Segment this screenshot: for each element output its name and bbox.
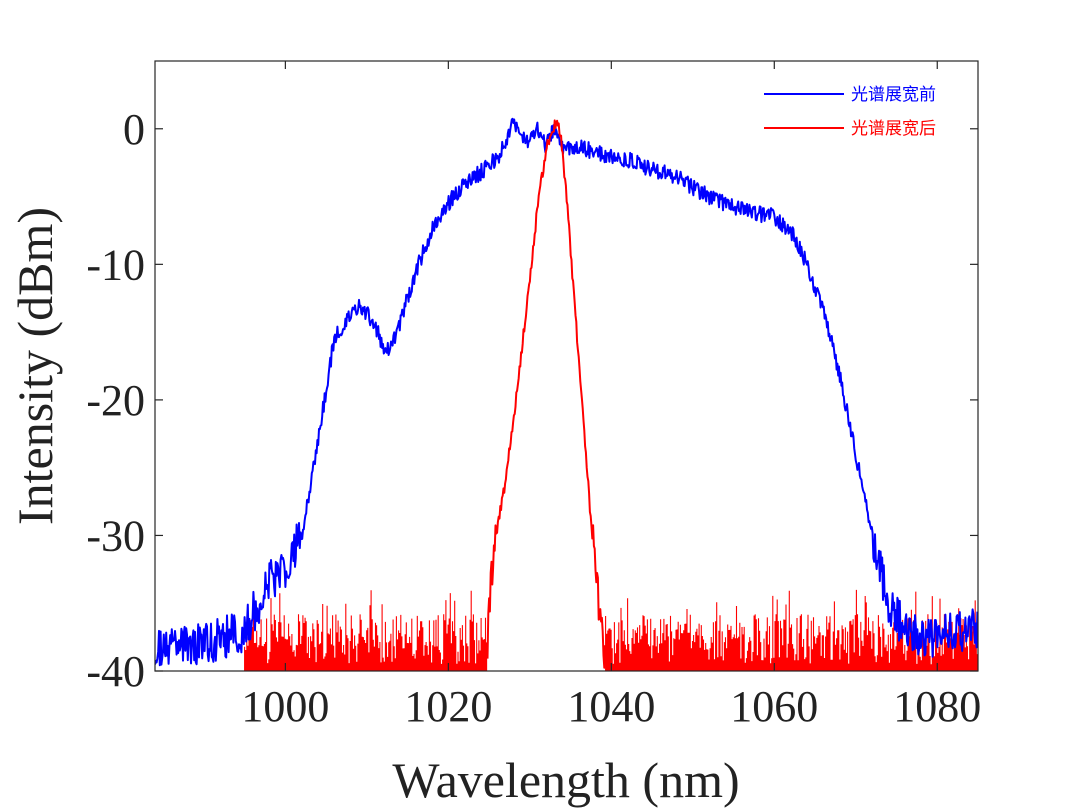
series-line-after <box>486 119 607 669</box>
x-tick-label: 1060 <box>730 682 818 731</box>
x-tick-label: 1080 <box>893 682 981 731</box>
x-tick-label: 1040 <box>567 682 655 731</box>
series-layer <box>155 117 978 671</box>
y-tick-label: -20 <box>86 376 145 425</box>
x-axis-title: Wavelength (nm) <box>392 752 739 808</box>
x-tick-label: 1020 <box>404 682 492 731</box>
y-tick-label: -30 <box>86 511 145 560</box>
y-tick-label: -40 <box>86 647 145 696</box>
y-tick-label: -10 <box>86 240 145 289</box>
red-noise-floor <box>244 589 978 671</box>
y-tick-label: 0 <box>123 105 145 154</box>
x-tick-label: 1000 <box>241 682 329 731</box>
ticks-layer: 1000 1020 1040 1060 1080 0 -10 -20 -30 -40 <box>86 61 981 731</box>
legend-label: 光谱展宽前 <box>851 85 936 105</box>
series-line-before <box>155 117 978 667</box>
y-axis-title: Intensity (dBm) <box>7 207 63 525</box>
legend-label: 光谱展宽后 <box>851 119 936 139</box>
plot-frame <box>154 60 979 672</box>
